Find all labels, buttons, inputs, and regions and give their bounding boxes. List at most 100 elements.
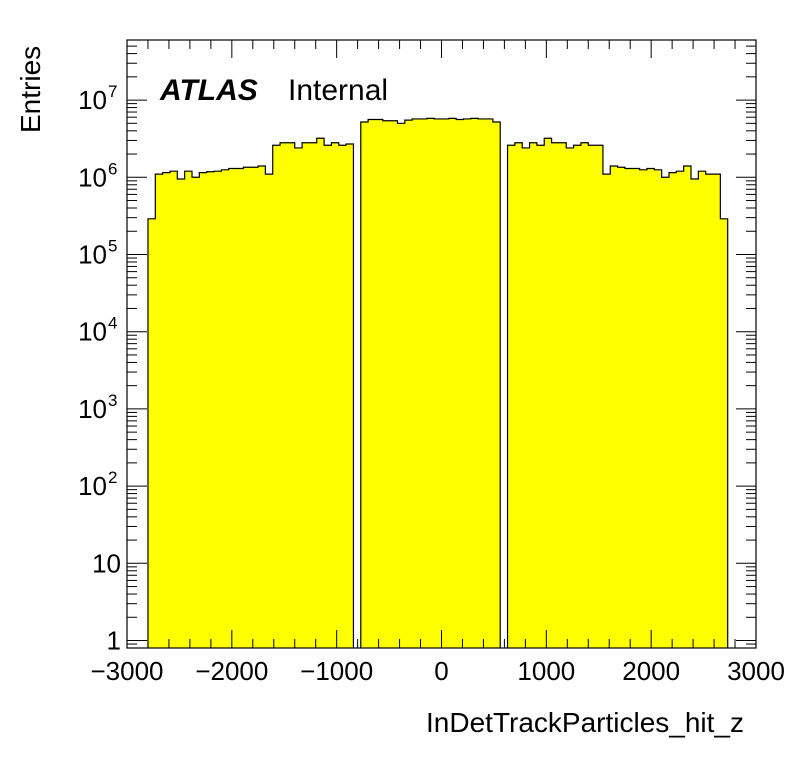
histogram-bin — [595, 145, 604, 648]
histogram-bin — [463, 118, 472, 649]
y-tick-exponent: 6 — [108, 159, 117, 178]
x-tick-label: 2000 — [622, 656, 680, 686]
histogram-bin — [228, 168, 237, 648]
histogram-bin — [683, 166, 692, 648]
histogram-bin — [566, 147, 575, 648]
histogram-bin — [324, 145, 332, 648]
histogram-bin — [302, 142, 310, 649]
x-tick-label: 3000 — [727, 656, 785, 686]
histogram-bin — [544, 138, 553, 648]
internal-label: Internal — [288, 74, 388, 107]
y-tick-label: 10 — [78, 85, 107, 115]
x-axis-title: InDetTrackParticles_hit_z — [426, 707, 744, 738]
histogram-bin — [441, 118, 450, 649]
histogram-bin — [551, 142, 560, 649]
histogram-bin — [720, 218, 729, 648]
histogram-bin — [184, 171, 193, 648]
histogram-bin — [199, 172, 208, 648]
histogram-bin — [456, 119, 465, 648]
x-tick-label: −2000 — [195, 656, 268, 686]
y-tick-label: 10 — [78, 471, 107, 501]
y-tick-label: 10 — [92, 548, 121, 578]
histogram-bin — [243, 167, 252, 648]
histogram-bin — [668, 172, 677, 648]
histogram-bin — [470, 118, 479, 648]
histogram-bin — [507, 145, 516, 648]
histogram-bin — [580, 142, 589, 649]
histogram-outline — [147, 137, 355, 648]
y-tick-exponent: 3 — [108, 391, 117, 410]
histogram-bin — [536, 145, 545, 648]
histogram-bin — [478, 118, 487, 649]
histogram-bin — [316, 138, 325, 648]
x-tick-label: −3000 — [90, 656, 163, 686]
histogram-bin — [338, 145, 347, 648]
histogram-outline — [506, 137, 729, 648]
histogram-bin — [412, 118, 420, 649]
histogram-bin — [382, 120, 391, 649]
y-tick-label: 10 — [78, 162, 107, 192]
histogram-bin — [448, 118, 457, 648]
histogram-bin — [419, 118, 428, 649]
histogram-bin — [236, 168, 244, 648]
histogram-bin — [214, 171, 222, 648]
y-tick-label: 10 — [78, 239, 107, 269]
histogram-bin — [485, 118, 494, 649]
x-tick-label: 1000 — [517, 656, 575, 686]
histogram-bin — [331, 142, 340, 649]
histogram-bin — [280, 142, 288, 649]
histogram-bin — [426, 118, 435, 648]
y-tick-exponent: 5 — [108, 236, 117, 255]
histogram-bin — [522, 147, 531, 648]
histogram-bin — [309, 142, 318, 649]
histogram-outline — [360, 117, 501, 648]
histogram-bin — [573, 145, 582, 648]
histogram-bin — [617, 167, 626, 648]
y-tick-label: 1 — [107, 626, 121, 656]
histogram-bin — [346, 143, 354, 648]
histogram-bin — [147, 218, 156, 648]
histogram-bin — [632, 168, 641, 648]
x-tick-label: −1000 — [300, 656, 373, 686]
histogram-bin — [162, 172, 171, 648]
histogram-bars — [147, 117, 729, 649]
histogram-bin — [698, 171, 707, 648]
y-tick-label: 10 — [78, 394, 107, 424]
histogram-bin — [250, 167, 259, 648]
histogram-bin — [169, 171, 178, 648]
y-axis-title: Entries — [15, 46, 46, 133]
histogram-bin — [191, 177, 200, 648]
y-tick-exponent: 7 — [108, 82, 117, 101]
histogram-bin — [661, 177, 670, 648]
histogram-bin — [558, 142, 567, 649]
histogram-bin — [676, 171, 685, 648]
histogram-bin — [368, 119, 376, 648]
y-tick-label: 10 — [78, 317, 107, 347]
histogram-bin — [713, 174, 721, 648]
histogram-bin — [588, 145, 597, 648]
histogram-bin — [514, 142, 523, 649]
y-tick-exponent: 2 — [108, 468, 117, 487]
histogram-bin — [492, 122, 501, 649]
x-tick-label: 0 — [434, 656, 448, 686]
histogram-bin — [221, 169, 230, 648]
histogram-bin — [646, 168, 655, 648]
histogram-bin — [294, 147, 303, 648]
histogram-bin — [375, 119, 384, 648]
histogram-bin — [639, 169, 648, 648]
histogram-bin — [404, 120, 413, 649]
histogram-bin — [529, 142, 538, 649]
histogram-bin — [287, 142, 296, 649]
histogram-bin — [155, 174, 164, 648]
axis-ticks — [126, 39, 757, 649]
histogram-bin — [602, 174, 611, 648]
x-tick-labels: −3000 −2000 −1000 0 1000 2000 3000 — [90, 656, 784, 686]
histogram-bin — [206, 171, 215, 648]
atlas-label: ATLAS — [159, 74, 258, 107]
histogram-bin — [624, 168, 633, 648]
y-tick-exponent: 4 — [108, 314, 117, 333]
histogram-bin — [177, 179, 186, 648]
histogram-bin — [258, 166, 266, 648]
